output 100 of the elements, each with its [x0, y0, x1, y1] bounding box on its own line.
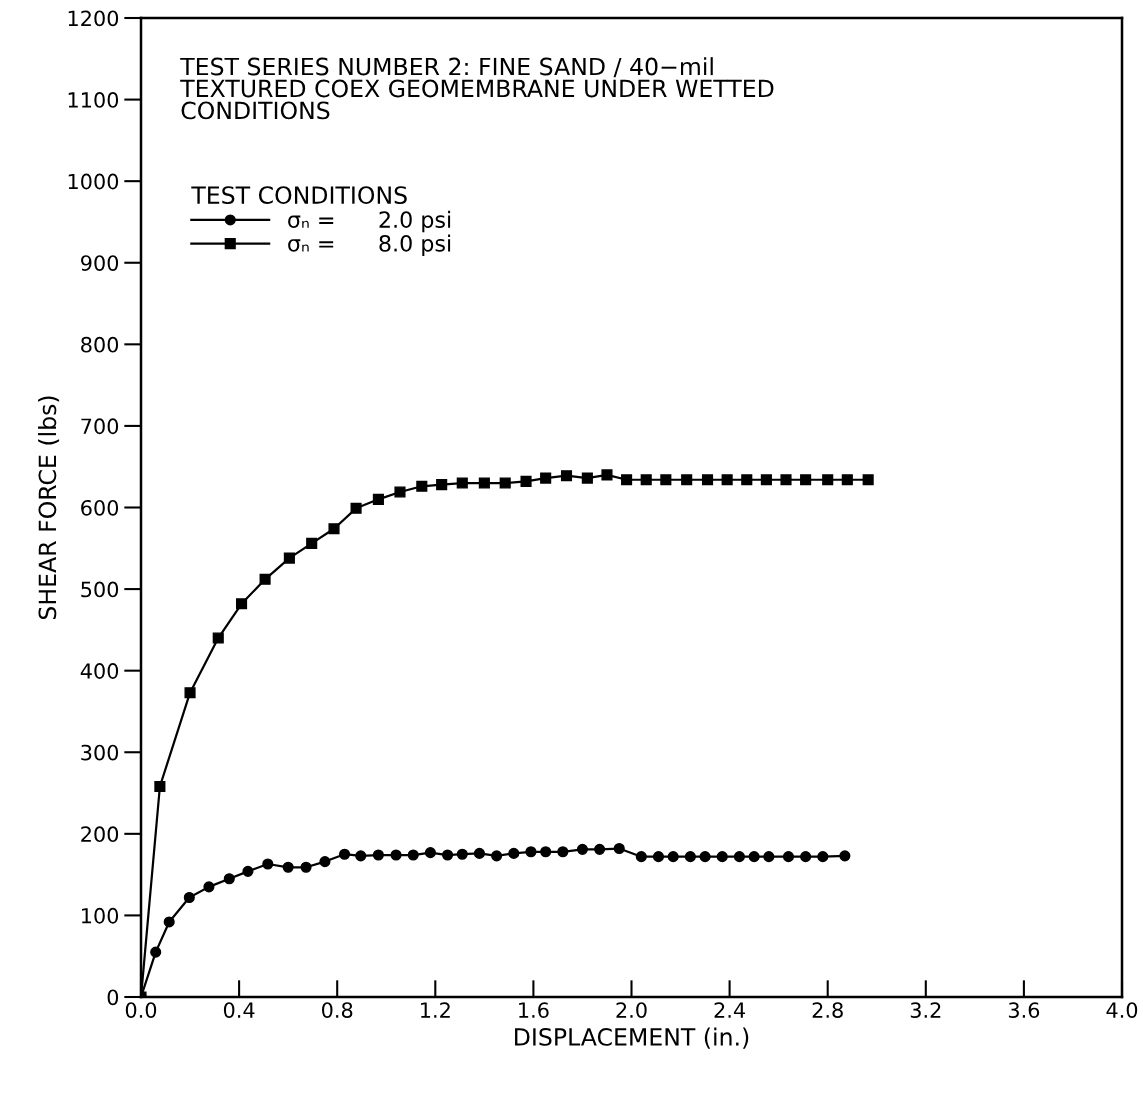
point — [339, 848, 351, 860]
point — [478, 477, 490, 489]
x-tick-label: 1.2 — [421, 1002, 450, 1018]
x-tick-label: 2.8 — [812, 1002, 843, 1018]
y-tick-label: 1100 — [68, 92, 119, 108]
point — [540, 846, 552, 858]
point — [841, 474, 853, 486]
point — [328, 523, 340, 535]
point — [442, 849, 454, 861]
point — [372, 849, 384, 861]
point — [699, 851, 711, 863]
point — [436, 479, 448, 491]
point — [839, 850, 851, 862]
y-tick-label: 0 — [107, 989, 119, 1006]
y-tick-label: 700 — [81, 418, 119, 435]
point — [780, 474, 792, 486]
point — [557, 846, 569, 858]
point — [424, 847, 436, 859]
x-axis-title: DISPLACEMENT (in.) — [515, 1027, 749, 1049]
point — [748, 851, 760, 863]
point — [716, 851, 728, 863]
point — [660, 474, 672, 486]
y-tick-label: 900 — [81, 255, 119, 271]
x-tick-label: 2.0 — [616, 1002, 647, 1018]
y-tick-label: 300 — [81, 744, 119, 761]
point — [681, 474, 693, 486]
point — [760, 474, 772, 486]
point — [613, 842, 625, 855]
legend-label: σₙ = 8.0 psi — [288, 234, 451, 257]
point — [491, 850, 503, 862]
x-tick-label: 0.4 — [223, 1002, 255, 1018]
y-axis-title: SHEAR FORCE (lbs) — [38, 396, 60, 620]
point — [242, 865, 254, 877]
point — [621, 474, 633, 486]
point — [520, 475, 532, 487]
point — [684, 851, 696, 863]
point — [163, 916, 175, 928]
point — [721, 474, 733, 486]
point — [150, 946, 162, 958]
point — [203, 881, 215, 893]
point — [306, 537, 318, 549]
point — [741, 474, 753, 486]
point — [635, 851, 647, 863]
point — [456, 477, 468, 489]
point — [862, 474, 874, 486]
point — [283, 552, 295, 564]
point — [394, 486, 406, 498]
text: TEST SERIES NUMBER 2: FINE SAND / 40−mil TEXTURED COEX GEOMEMBRANE UNDER WETTED CONDITIONS — [180, 57, 774, 120]
y-tick-label: 100 — [82, 907, 119, 924]
point — [212, 632, 224, 644]
y-tick-label: 800 — [81, 336, 119, 353]
point — [560, 470, 573, 482]
point — [499, 477, 511, 489]
point — [540, 472, 552, 484]
point — [763, 851, 775, 863]
point — [594, 843, 606, 855]
y-tick-label: 400 — [80, 663, 119, 679]
x-tick-label: 0.8 — [322, 1002, 353, 1018]
point — [652, 851, 665, 863]
point — [154, 780, 166, 793]
x-tick-label: 1.6 — [519, 1002, 549, 1018]
point — [183, 891, 195, 904]
point — [817, 851, 829, 863]
point — [667, 851, 679, 863]
point — [525, 846, 537, 858]
point — [319, 856, 331, 868]
legend-label: σₙ = 2.0 psi — [288, 210, 451, 233]
point — [733, 851, 745, 863]
point — [601, 469, 613, 481]
y-tick-label: 600 — [81, 499, 119, 516]
point — [372, 493, 384, 505]
x-tick-label: 0.0 — [125, 1002, 157, 1018]
point — [581, 472, 593, 484]
point — [390, 849, 402, 861]
point — [456, 848, 468, 860]
y-tick-label: 1000 — [68, 173, 119, 190]
y-tick-label: 1200 — [68, 10, 119, 27]
point — [350, 502, 362, 514]
legend-title: TEST CONDITIONS — [191, 186, 407, 205]
x-tick-label: 3.2 — [910, 1002, 941, 1018]
point — [235, 598, 248, 610]
point — [407, 849, 419, 861]
point — [701, 474, 714, 486]
x-tick-label: 4.0 — [1106, 1002, 1138, 1018]
x-tick-label: 2.4 — [714, 1002, 745, 1018]
y-tick-label: 200 — [81, 826, 119, 843]
point — [473, 847, 486, 859]
y-tick-label: 500 — [81, 581, 119, 598]
point — [223, 873, 235, 885]
point — [576, 843, 589, 855]
point — [782, 851, 795, 863]
point — [184, 687, 196, 699]
point — [300, 861, 312, 873]
x-tick-label: 3.6 — [1008, 1002, 1040, 1018]
point — [282, 861, 294, 873]
point — [262, 858, 274, 870]
point — [355, 850, 367, 862]
point — [822, 474, 834, 486]
point — [416, 480, 428, 492]
point — [259, 573, 271, 585]
